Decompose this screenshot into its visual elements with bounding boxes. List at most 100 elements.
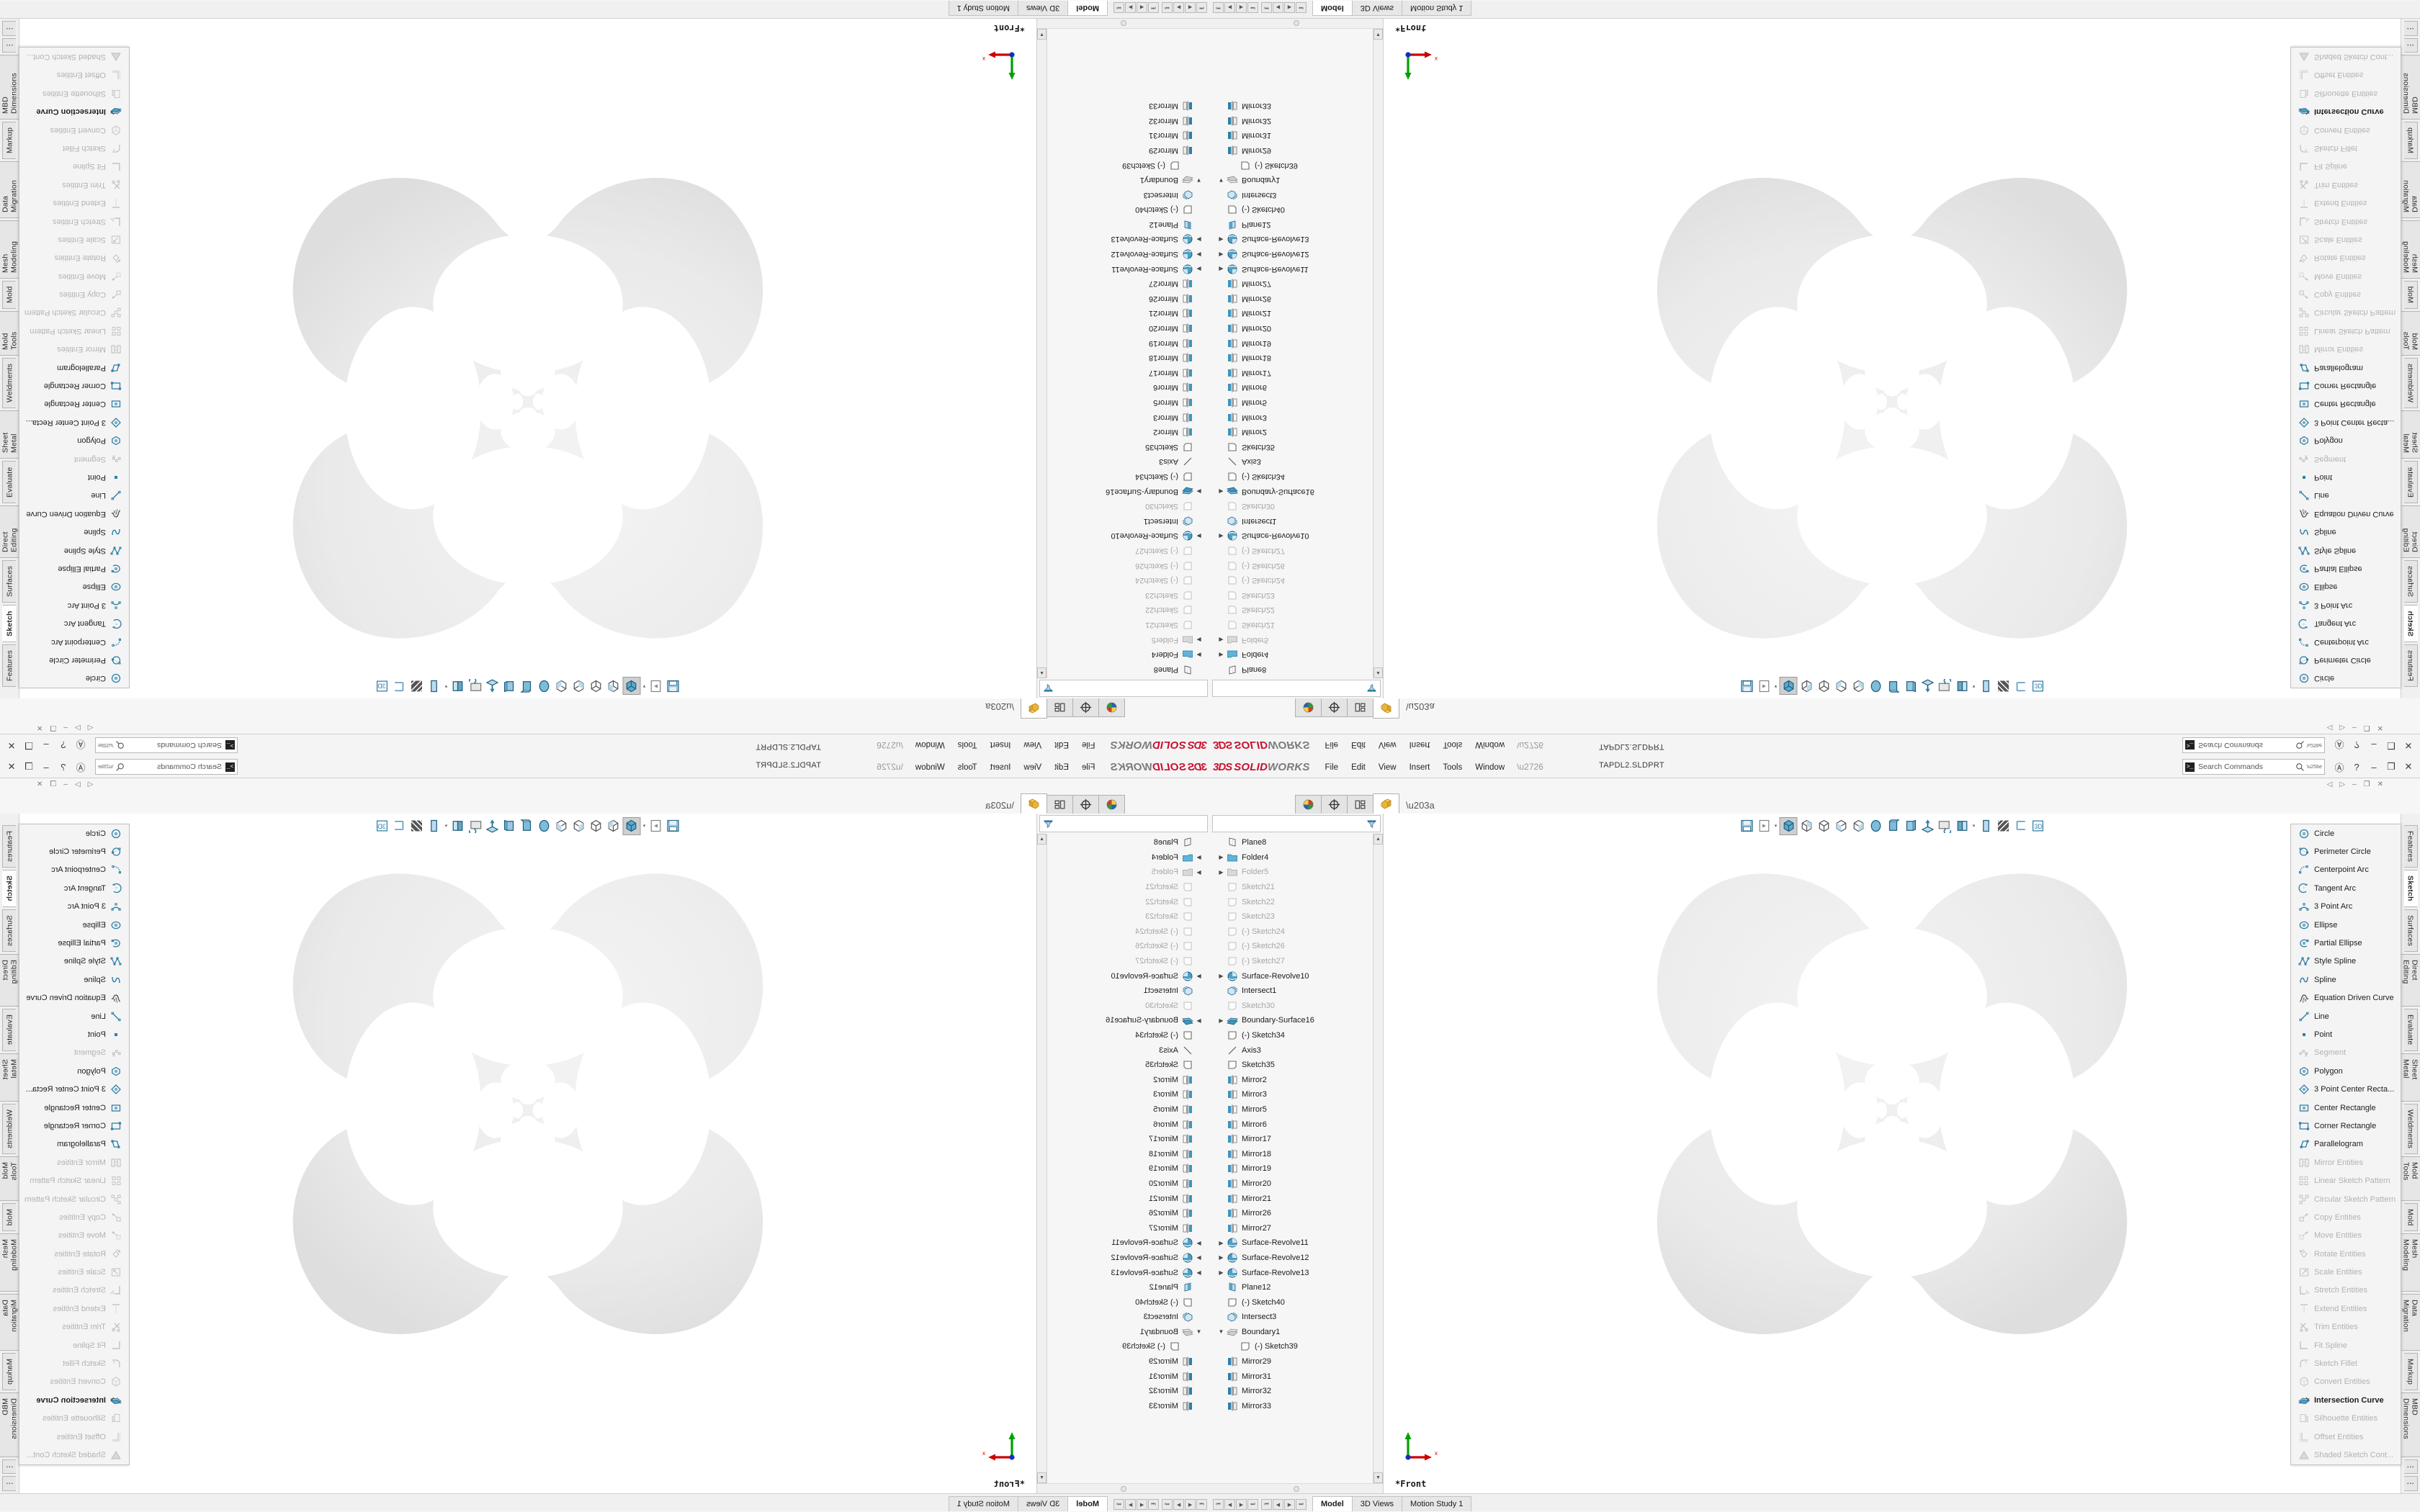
doc-minimize-button[interactable]: – bbox=[63, 724, 68, 732]
tree-item[interactable]: (-) Sketch40 bbox=[1037, 1295, 1210, 1310]
perspective-button[interactable] bbox=[392, 818, 408, 834]
tab-nav-button[interactable]: ◀ bbox=[1273, 1499, 1283, 1510]
tree-item[interactable]: ▶ Boundary-Surface16 bbox=[1037, 1013, 1210, 1028]
sketch-menu-item[interactable]: Rotate Entities bbox=[2291, 1245, 2401, 1263]
sketch-menu-item[interactable]: Partial Ellipse bbox=[19, 559, 129, 577]
command-tab--[interactable]: ⋮ bbox=[2403, 21, 2418, 36]
doc-next-button[interactable]: ▷ bbox=[74, 780, 81, 788]
feature-tree-scrollbar[interactable]: ▲ ▼ bbox=[1373, 29, 1383, 678]
sketch-menu-item[interactable]: Silhouette Entities bbox=[2291, 84, 2401, 102]
sketch-menu-item[interactable]: Circle bbox=[2291, 670, 2401, 688]
display-style-button[interactable] bbox=[537, 818, 553, 834]
tab-nav-button[interactable]: ⏭ bbox=[1247, 1499, 1258, 1510]
tree-item[interactable]: Plane8 bbox=[1037, 835, 1210, 850]
tree-item[interactable]: Sketch35 bbox=[1210, 440, 1383, 455]
section-view-button[interactable] bbox=[571, 818, 588, 834]
hide-show-items-button[interactable] bbox=[1885, 818, 1901, 834]
help-icon[interactable]: ? bbox=[60, 761, 66, 773]
display-manager-tab[interactable] bbox=[1098, 795, 1125, 814]
tab-overflow-next-icon[interactable]: \u203a bbox=[1406, 701, 1435, 712]
restore-button[interactable]: ❐ bbox=[24, 761, 33, 772]
tab-nav-button[interactable]: ⏮ bbox=[1261, 2, 1272, 13]
sketch-menu-item[interactable]: × Sketch Fillet bbox=[2291, 139, 2401, 157]
tab-nav-button[interactable]: ⏭ bbox=[1247, 2, 1258, 13]
minimize-button[interactable]: – bbox=[43, 739, 49, 751]
sketch-menu-item[interactable]: Shaded Sketch Cont... bbox=[2291, 48, 2401, 66]
tree-item[interactable]: Sketch23 bbox=[1037, 588, 1210, 603]
display-manager-tab[interactable] bbox=[1295, 698, 1322, 717]
edit-appearance-button[interactable] bbox=[1902, 678, 1919, 695]
doc-restore-button[interactable]: ❐ bbox=[50, 780, 57, 788]
tree-item[interactable]: Plane8 bbox=[1210, 835, 1383, 850]
tree-item[interactable]: Plane12 bbox=[1210, 217, 1383, 233]
sketch-menu-item[interactable]: Point bbox=[19, 468, 129, 486]
sketch-menu-item[interactable]: Copy Entities bbox=[19, 285, 129, 303]
sketch-menu-item[interactable]: Linear Sketch Pattern bbox=[2291, 322, 2401, 340]
tree-item[interactable]: Mirror27 bbox=[1037, 1220, 1210, 1236]
tree-item[interactable]: Mirror19 bbox=[1037, 336, 1210, 351]
command-tab-mold[interactable]: Mold bbox=[2403, 1202, 2418, 1232]
tree-item[interactable]: Mirror5 bbox=[1037, 395, 1210, 410]
menu-edit[interactable]: Edit bbox=[1054, 740, 1069, 749]
tree-item[interactable]: Plane12 bbox=[1037, 1280, 1210, 1295]
tree-item[interactable]: (-) Sketch40 bbox=[1037, 202, 1210, 217]
command-tab-evaluate[interactable]: Evaluate bbox=[2, 1009, 17, 1051]
command-tab-evaluate[interactable]: Evaluate bbox=[2403, 1009, 2418, 1051]
tree-item[interactable]: Mirror5 bbox=[1037, 1102, 1210, 1117]
save-button[interactable] bbox=[1739, 678, 1755, 695]
sketch-menu-item[interactable]: Extend Entities bbox=[2291, 194, 2401, 212]
tree-expander-icon[interactable]: ▶ bbox=[1219, 532, 1224, 539]
tree-item[interactable]: Mirror26 bbox=[1210, 1206, 1383, 1221]
menu-file[interactable]: File bbox=[1325, 740, 1339, 749]
tree-item[interactable]: Sketch21 bbox=[1210, 618, 1383, 633]
tree-item[interactable]: Mirror21 bbox=[1210, 306, 1383, 321]
feature-tree[interactable]: Plane8 ▶ Folder4 ▶ Folder5 Sketch21 Sketch22 Sk… bbox=[1210, 834, 1383, 1483]
tree-item[interactable]: Mirror31 bbox=[1210, 128, 1383, 143]
sketch-menu-item[interactable]: Ellipse bbox=[19, 578, 129, 596]
feature-tree-filter[interactable] bbox=[1212, 815, 1381, 832]
display-style-button[interactable] bbox=[537, 678, 553, 695]
tree-item[interactable]: ▶ Folder5 bbox=[1210, 632, 1383, 647]
previous-view-button[interactable] bbox=[1816, 818, 1832, 834]
tree-item[interactable]: Axis3 bbox=[1210, 1043, 1383, 1058]
menu-insert[interactable]: Insert bbox=[990, 763, 1011, 772]
tree-item[interactable]: Mirror6 bbox=[1037, 380, 1210, 395]
rotate-view-button[interactable] bbox=[1954, 818, 1971, 834]
sketch-menu-item[interactable]: Linear Sketch Pattern bbox=[19, 322, 129, 340]
sketch-menu-item[interactable]: × Sketch Fillet bbox=[19, 1354, 129, 1372]
sketch-menu-item[interactable]: Center Rectangle bbox=[19, 395, 129, 413]
command-tab-mesh-modeling[interactable]: Mesh Modeling bbox=[0, 1233, 21, 1292]
sketch-menu-item[interactable]: Silhouette Entities bbox=[2291, 1410, 2401, 1428]
tree-item[interactable]: Mirror21 bbox=[1037, 306, 1210, 321]
graphics-viewport[interactable]: ▾ ▾ 3D bbox=[1384, 19, 2401, 698]
tab-nav-button[interactable]: ⏮ bbox=[1148, 1499, 1159, 1510]
tree-expander-icon[interactable]: ▶ bbox=[1219, 651, 1224, 658]
tree-item[interactable]: ▶ Surface-Revolve10 bbox=[1037, 968, 1210, 984]
tab-nav-button[interactable]: ⏭ bbox=[1113, 1499, 1124, 1510]
tree-item[interactable]: Mirror19 bbox=[1037, 1161, 1210, 1176]
zoom-to-area-button[interactable] bbox=[1798, 678, 1815, 695]
sketch-tools-flyout-menu[interactable]: Circle Perimeter Circle Centerpoint Arc Tan… bbox=[2290, 824, 2401, 1465]
tree-item[interactable]: Sketch23 bbox=[1210, 588, 1383, 603]
hide-show-items-button[interactable] bbox=[519, 678, 536, 695]
tree-item[interactable]: Mirror26 bbox=[1210, 292, 1383, 307]
tree-item[interactable]: Sketch35 bbox=[1210, 1058, 1383, 1073]
sketch-menu-item[interactable]: Scale Entities bbox=[19, 230, 129, 248]
tree-expander-icon[interactable]: ▶ bbox=[1196, 266, 1201, 273]
restore-button[interactable]: ❐ bbox=[2387, 740, 2396, 751]
command-tab-data-migration[interactable]: Data Migration bbox=[2399, 161, 2420, 218]
tree-item[interactable]: (-) Sketch27 bbox=[1210, 544, 1383, 559]
tree-item[interactable]: Sketch23 bbox=[1210, 909, 1383, 924]
sketch-menu-item[interactable]: Circle bbox=[2291, 824, 2401, 842]
command-tab-surfaces[interactable]: Surfaces bbox=[2403, 909, 2418, 952]
tree-item[interactable]: ▶ Surface-Revolve12 bbox=[1037, 1251, 1210, 1266]
tab-nav-button[interactable]: ⏮ bbox=[1196, 2, 1207, 13]
sketch-menu-item[interactable]: Convert Entities bbox=[2291, 121, 2401, 139]
tree-expander-icon[interactable]: ▶ bbox=[1196, 651, 1201, 658]
command-tab-direct-editing[interactable]: Direct Editing bbox=[0, 953, 21, 1007]
tree-item[interactable]: Mirror6 bbox=[1037, 1117, 1210, 1132]
zoom-to-area-button[interactable] bbox=[606, 678, 622, 695]
sketch-menu-item[interactable]: Scale Entities bbox=[19, 1263, 129, 1281]
tree-item[interactable]: Mirror3 bbox=[1037, 1087, 1210, 1102]
restore-button[interactable]: ❐ bbox=[2387, 761, 2396, 772]
